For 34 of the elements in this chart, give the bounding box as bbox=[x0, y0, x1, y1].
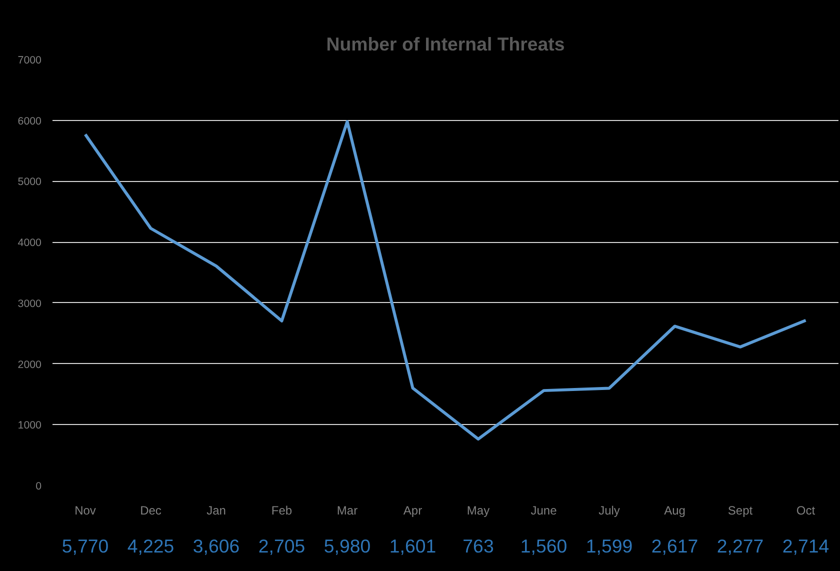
data-label: 763 bbox=[462, 536, 494, 556]
data-label: 5,770 bbox=[62, 536, 109, 556]
data-label: 2,705 bbox=[258, 536, 306, 556]
y-tick-label: 5000 bbox=[18, 176, 42, 188]
x-tick-label: Jan bbox=[206, 504, 226, 518]
data-label: 2,714 bbox=[782, 536, 830, 556]
y-tick-label: 1000 bbox=[18, 420, 42, 432]
x-tick-label: Aug bbox=[664, 504, 686, 518]
y-tick-label: 6000 bbox=[18, 115, 42, 128]
x-tick-label: Nov bbox=[74, 504, 96, 518]
data-label: 2,617 bbox=[651, 536, 698, 556]
y-tick-label: 3000 bbox=[18, 298, 42, 310]
x-tick-label: May bbox=[466, 504, 490, 518]
x-tick-label: July bbox=[598, 504, 620, 518]
data-label: 2,277 bbox=[716, 536, 764, 556]
x-tick-label: Dec bbox=[140, 504, 162, 518]
line-series bbox=[84, 120, 808, 441]
data-label: 1,560 bbox=[520, 536, 568, 556]
data-label: 5,980 bbox=[324, 536, 371, 556]
y-tick-label: 2000 bbox=[18, 358, 42, 371]
y-tick-label: 7000 bbox=[18, 54, 42, 66]
data-label: 4,225 bbox=[127, 536, 174, 556]
x-tick-label: June bbox=[530, 504, 558, 518]
x-tick-label: Mar bbox=[336, 504, 358, 518]
x-tick-label: Sept bbox=[728, 504, 754, 518]
chart-title: Number of Internal Threats bbox=[326, 34, 565, 54]
x-tick-label: Feb bbox=[271, 504, 292, 518]
y-tick-label: 4000 bbox=[18, 237, 42, 250]
data-label: 1,599 bbox=[586, 536, 633, 556]
x-tick-label: Oct bbox=[796, 504, 816, 518]
data-label: 1,601 bbox=[389, 536, 436, 556]
y-tick-label: 0 bbox=[36, 480, 42, 492]
data-label: 3,606 bbox=[192, 536, 240, 556]
x-tick-label: Apr bbox=[403, 504, 422, 518]
